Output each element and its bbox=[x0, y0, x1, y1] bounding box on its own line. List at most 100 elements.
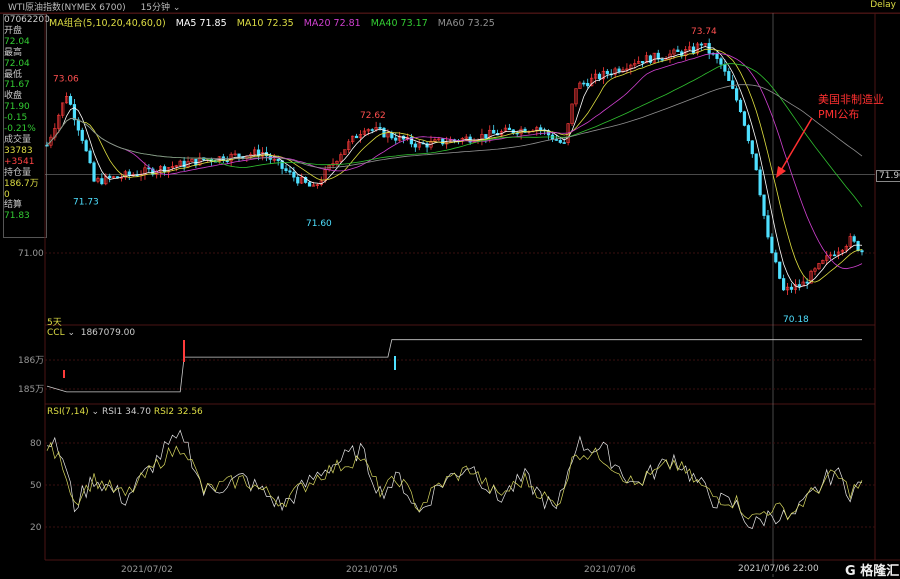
candle-body bbox=[832, 254, 837, 257]
info-label: 结算 bbox=[4, 200, 23, 211]
candle-body bbox=[354, 135, 359, 139]
ma5-line bbox=[46, 46, 863, 288]
candle-body bbox=[362, 130, 366, 135]
date-tick: 2021/07/02 bbox=[121, 565, 173, 575]
candle-body bbox=[825, 255, 829, 261]
candle-body bbox=[108, 175, 112, 179]
candle-body bbox=[719, 58, 723, 65]
candle-body bbox=[378, 127, 382, 129]
candle-body bbox=[190, 158, 194, 162]
ma5-value: MA5 71.85 bbox=[175, 18, 227, 29]
pmi-annotation: 美国非制造业 PMI公布 bbox=[818, 92, 884, 122]
period-selector[interactable]: 15分钟 bbox=[140, 3, 171, 13]
candle-body bbox=[766, 215, 770, 238]
info-label: 开盘 bbox=[4, 25, 23, 36]
candle-body bbox=[809, 270, 813, 284]
candle-body bbox=[374, 127, 378, 130]
info-label: 最低 bbox=[4, 69, 23, 80]
ma40-line bbox=[46, 63, 863, 208]
candle-body bbox=[813, 268, 817, 272]
candle-body bbox=[821, 260, 825, 264]
candle-body bbox=[237, 153, 241, 157]
ccl-label[interactable]: CCL bbox=[47, 328, 65, 338]
candle-body bbox=[178, 160, 182, 166]
span-label: 5天 bbox=[47, 318, 62, 328]
ma60-value: MA60 73.25 bbox=[437, 18, 495, 29]
info-value: 71.67 bbox=[4, 80, 30, 91]
rsi2-line bbox=[46, 441, 863, 521]
candle-body bbox=[539, 127, 543, 131]
candle-body bbox=[343, 149, 347, 155]
candle-body bbox=[793, 284, 797, 290]
candle-body bbox=[605, 70, 609, 75]
arrow-icon bbox=[779, 117, 813, 173]
candle-body bbox=[127, 171, 131, 176]
candle-body bbox=[347, 141, 351, 150]
candle-body bbox=[351, 135, 355, 143]
info-value: -0.15 bbox=[4, 113, 28, 124]
ccl-tick: 186万 bbox=[18, 356, 44, 366]
candle-body bbox=[292, 171, 296, 178]
candle-body bbox=[394, 137, 398, 141]
candle-body bbox=[174, 165, 178, 167]
candle-body bbox=[335, 160, 339, 164]
candle-body bbox=[276, 158, 280, 161]
candle-body bbox=[72, 104, 77, 121]
candle-body bbox=[92, 162, 96, 182]
candle-body bbox=[284, 168, 288, 172]
candle-body bbox=[366, 129, 370, 132]
ma60-line bbox=[46, 84, 863, 169]
candle-body bbox=[519, 128, 523, 135]
candle-body bbox=[597, 73, 602, 80]
candle-body bbox=[194, 158, 198, 166]
candle-body bbox=[707, 43, 711, 54]
candle-body bbox=[562, 142, 566, 144]
candle-body bbox=[840, 249, 845, 253]
candle-body bbox=[68, 96, 73, 105]
candle-body bbox=[742, 111, 747, 126]
candle-body bbox=[691, 46, 696, 54]
ccl-bar bbox=[63, 370, 65, 378]
ma10-value: MA10 72.35 bbox=[236, 18, 294, 29]
info-time: 07062200 bbox=[4, 15, 50, 25]
candle-body bbox=[617, 68, 621, 72]
chevron-down-icon[interactable]: ⌄ bbox=[170, 3, 181, 13]
candle-body bbox=[676, 49, 680, 52]
candle-body bbox=[464, 136, 468, 139]
candle-body bbox=[750, 140, 754, 155]
candle-body bbox=[112, 176, 116, 179]
candle-body bbox=[413, 143, 417, 148]
candle-body bbox=[644, 55, 649, 64]
rsi-label[interactable]: RSI(7,14) bbox=[47, 407, 89, 417]
watermark-logo: G 格隆汇 bbox=[845, 564, 900, 579]
candle-body bbox=[233, 153, 237, 156]
candle-body bbox=[100, 178, 104, 185]
annotation-line1: 美国非制造业 bbox=[818, 93, 884, 106]
candle-body bbox=[84, 140, 88, 152]
candle-body bbox=[57, 114, 61, 129]
candle-body bbox=[80, 129, 84, 141]
info-value: 71.90 bbox=[4, 102, 30, 113]
price-annotation: 71.73 bbox=[73, 198, 99, 208]
candle-body bbox=[96, 178, 100, 182]
candle-body bbox=[613, 68, 617, 75]
rsi-legend: RSI(7,14) ⌄ RSI1 34.70 RSI2 32.56 bbox=[47, 407, 203, 417]
candle-body bbox=[484, 134, 488, 139]
candle-body bbox=[852, 236, 856, 242]
candle-body bbox=[558, 139, 562, 143]
info-value: 33783 bbox=[4, 145, 33, 156]
candle-body bbox=[358, 134, 363, 139]
ma-group-label[interactable]: MA组合(5,10,20,40,60,0) bbox=[49, 18, 166, 29]
candle-body bbox=[856, 241, 860, 251]
candle-body bbox=[382, 127, 386, 138]
candle-body bbox=[762, 194, 766, 216]
candle-body bbox=[789, 286, 794, 290]
ccl-legend: CCL ⌄ 1867079.00 bbox=[47, 328, 136, 338]
candle-body bbox=[272, 158, 276, 161]
candle-body bbox=[778, 261, 782, 279]
instrument-name[interactable]: WTI原油指数(NYMEX 6700) bbox=[8, 3, 126, 13]
annotation-line2: PMI公布 bbox=[818, 108, 860, 121]
rsi-tick: 80 bbox=[30, 439, 42, 449]
arrow-head-icon bbox=[776, 166, 786, 178]
